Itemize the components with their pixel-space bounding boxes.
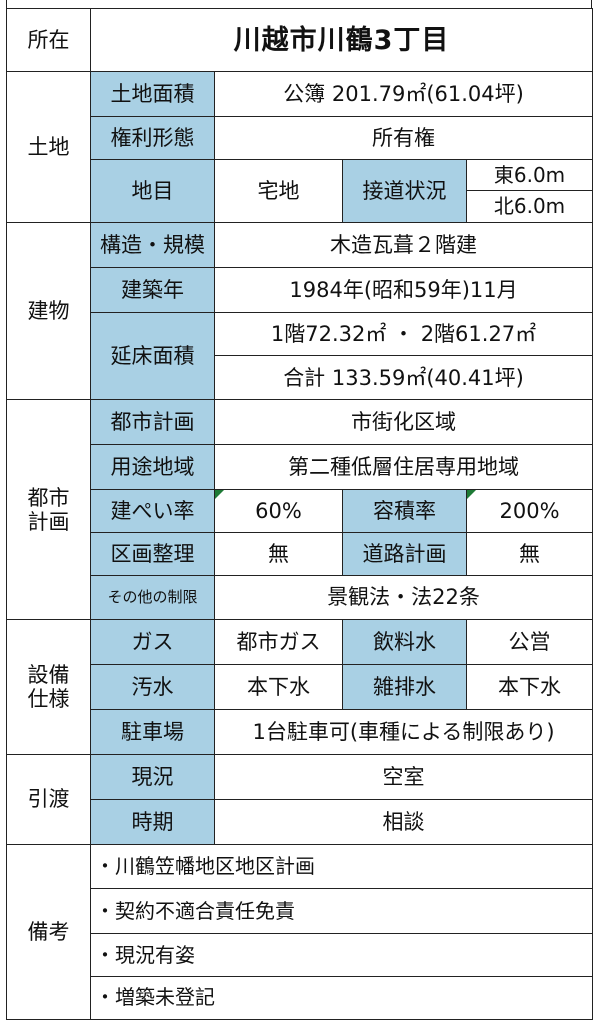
- sewage-value: 本下水: [214, 664, 343, 711]
- land-area-label: 土地面積: [90, 71, 215, 118]
- row-rights: 権利形態 所有権: [7, 116, 594, 160]
- water-value: 公営: [465, 619, 594, 666]
- row-remark-3: ・現況有姿: [7, 933, 594, 977]
- row-readjust: 区画整理 無 道路計画 無: [7, 531, 594, 576]
- floor-area-floors: 1階72.32㎡ ・ 2階61.27㎡: [213, 311, 594, 357]
- timing-value: 相談: [213, 798, 594, 845]
- other-label: その他の制限: [90, 574, 215, 621]
- parking-label: 駐車場: [90, 709, 215, 755]
- rights-label: 権利形態: [90, 116, 215, 160]
- category-label: 地目: [90, 158, 215, 224]
- road-label: 接道状況: [342, 158, 467, 224]
- gas-label: ガス: [90, 619, 215, 666]
- row-remark-2: ・契約不適合責任免責: [7, 888, 594, 935]
- road-east: 東6.0m: [465, 158, 594, 192]
- row-parking: 駐車場 1台駐車可(車種による制限あり): [7, 709, 594, 755]
- row-gas: 設備 仕様 ガス 都市ガス 飲料水 公営: [6, 619, 594, 755]
- top-edge: [6, 0, 592, 8]
- land-area-value: 公簿 201.79㎡(61.04坪): [213, 71, 594, 118]
- urban-section-line1: 都市: [27, 485, 70, 510]
- location-value: 川越市川鶴3丁目: [89, 7, 594, 73]
- location-label: 所在: [6, 7, 91, 73]
- remarks-section: 備考: [6, 843, 91, 1020]
- row-timing: 時期 相談: [7, 798, 594, 845]
- row-built: 建築年 1984年(昭和59年)11月: [7, 266, 594, 313]
- road-plan-label: 道路計画: [342, 531, 467, 576]
- cell-marker-icon: [215, 490, 224, 499]
- remark-item: ・現況有姿: [89, 933, 594, 977]
- structure-value: 木造瓦葺２階建: [213, 222, 594, 268]
- status-value: 空室: [213, 753, 594, 800]
- coverage-label: 建ぺい率: [90, 488, 215, 533]
- coverage-value: 60%: [255, 498, 302, 523]
- facilities-section: 設備 仕様: [6, 619, 91, 755]
- status-label: 現況: [90, 753, 215, 800]
- sewage-label: 汚水: [90, 664, 215, 711]
- built-label: 建築年: [90, 266, 215, 313]
- coverage-value-cell: 60%: [214, 488, 343, 533]
- row-status: 引渡 現況 空室: [6, 753, 594, 845]
- property-table: 所在 川越市川鶴3丁目 土地 土地面積 公簿 201.79㎡(61.04坪) 権…: [6, 7, 594, 1021]
- road-north: 北6.0m: [465, 190, 594, 223]
- water-label: 飲料水: [342, 619, 467, 666]
- urban-section: 都市 計画: [6, 399, 91, 621]
- timing-label: 時期: [90, 798, 215, 845]
- far-label: 容積率: [342, 488, 467, 533]
- row-land-area: 土地 土地面積 公簿 201.79㎡(61.04坪): [6, 71, 594, 223]
- other-value: 景観法・法22条: [213, 574, 594, 621]
- row-structure: 建物 構造・規模 木造瓦葺２階建: [6, 221, 594, 401]
- rights-value: 所有権: [213, 116, 594, 160]
- facilities-section-line1: 設備: [27, 662, 70, 687]
- row-other: その他の制限 景観法・法22条: [7, 574, 594, 621]
- urban-section-line2: 計画: [27, 509, 70, 534]
- facilities-section-line2: 仕様: [27, 687, 70, 712]
- gas-value: 都市ガス: [214, 619, 343, 666]
- zoning-value: 第二種低層住居専用地域: [213, 444, 594, 490]
- row-coverage: 建ぺい率 60% 容積率 200%: [7, 488, 594, 533]
- remark-item: ・契約不適合責任免責: [89, 888, 594, 935]
- building-section: 建物: [6, 221, 91, 401]
- readjust-label: 区画整理: [90, 531, 215, 576]
- category-value: 宅地: [214, 158, 343, 224]
- handover-section: 引渡: [6, 753, 91, 845]
- floor-area-label: 延床面積: [90, 311, 215, 401]
- parking-value: 1台駐車可(車種による制限あり): [213, 709, 594, 755]
- far-value: 200%: [499, 498, 560, 523]
- row-floor-total: 合計 133.59㎡(40.41坪): [7, 355, 594, 401]
- road-plan-value: 無: [465, 531, 594, 576]
- land-section: 土地: [6, 71, 91, 223]
- row-sewage: 汚水 本下水 雑排水 本下水: [7, 664, 594, 711]
- row-remark-1: 備考 ・川鶴笠幡地区地区計画: [6, 843, 594, 1020]
- cell-marker-icon: [467, 490, 476, 499]
- row-floors: 延床面積 1階72.32㎡ ・ 2階61.27㎡: [7, 311, 594, 401]
- floor-area-total: 合計 133.59㎡(40.41坪): [213, 355, 594, 401]
- remark-item: ・増築未登記: [89, 975, 594, 1021]
- urban-plan-label: 都市計画: [90, 399, 215, 446]
- zoning-label: 用途地域: [90, 444, 215, 490]
- row-location: 所在 川越市川鶴3丁目: [6, 7, 594, 73]
- row-remark-4: ・増築未登記: [7, 975, 594, 1021]
- built-value: 1984年(昭和59年)11月: [213, 266, 594, 313]
- remark-item: ・川鶴笠幡地区地区計画: [89, 843, 594, 890]
- row-zoning: 用途地域 第二種低層住居専用地域: [7, 444, 594, 490]
- row-road-north: 北6.0m: [7, 190, 594, 223]
- far-value-cell: 200%: [465, 488, 594, 533]
- row-urban-plan: 都市 計画 都市計画 市街化区域: [6, 399, 594, 621]
- row-category: 地目 宅地 接道状況 東6.0m: [7, 158, 594, 224]
- drain-value: 本下水: [465, 664, 594, 711]
- urban-plan-value: 市街化区域: [213, 399, 594, 446]
- structure-label: 構造・規模: [90, 222, 215, 268]
- readjust-value: 無: [214, 531, 343, 576]
- drain-label: 雑排水: [342, 664, 467, 711]
